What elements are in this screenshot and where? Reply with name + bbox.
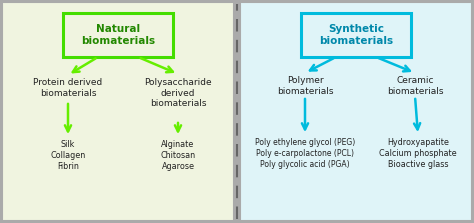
Text: Hydroxyapatite
Calcium phosphate
Bioactive glass: Hydroxyapatite Calcium phosphate Bioacti… — [379, 138, 457, 169]
FancyBboxPatch shape — [240, 2, 472, 221]
Text: Poly ethylene glycol (PEG)
Poly e-carpolactone (PCL)
Poly glycolic acid (PGA): Poly ethylene glycol (PEG) Poly e-carpol… — [255, 138, 355, 169]
Text: Silk
Collagen
Fibrin: Silk Collagen Fibrin — [50, 140, 86, 171]
FancyBboxPatch shape — [301, 13, 411, 57]
Text: Ceramic
biomaterials: Ceramic biomaterials — [387, 76, 443, 96]
Text: Alginate
Chitosan
Agarose: Alginate Chitosan Agarose — [160, 140, 196, 171]
FancyBboxPatch shape — [63, 13, 173, 57]
FancyBboxPatch shape — [2, 2, 234, 221]
Text: Protein derived
biomaterials: Protein derived biomaterials — [33, 78, 103, 98]
Text: Polysaccharide
derived
biomaterials: Polysaccharide derived biomaterials — [144, 78, 212, 109]
Text: Synthetic
biomaterials: Synthetic biomaterials — [319, 24, 393, 46]
Text: Polymer
biomaterials: Polymer biomaterials — [277, 76, 333, 96]
Text: Natural
biomaterials: Natural biomaterials — [81, 24, 155, 46]
